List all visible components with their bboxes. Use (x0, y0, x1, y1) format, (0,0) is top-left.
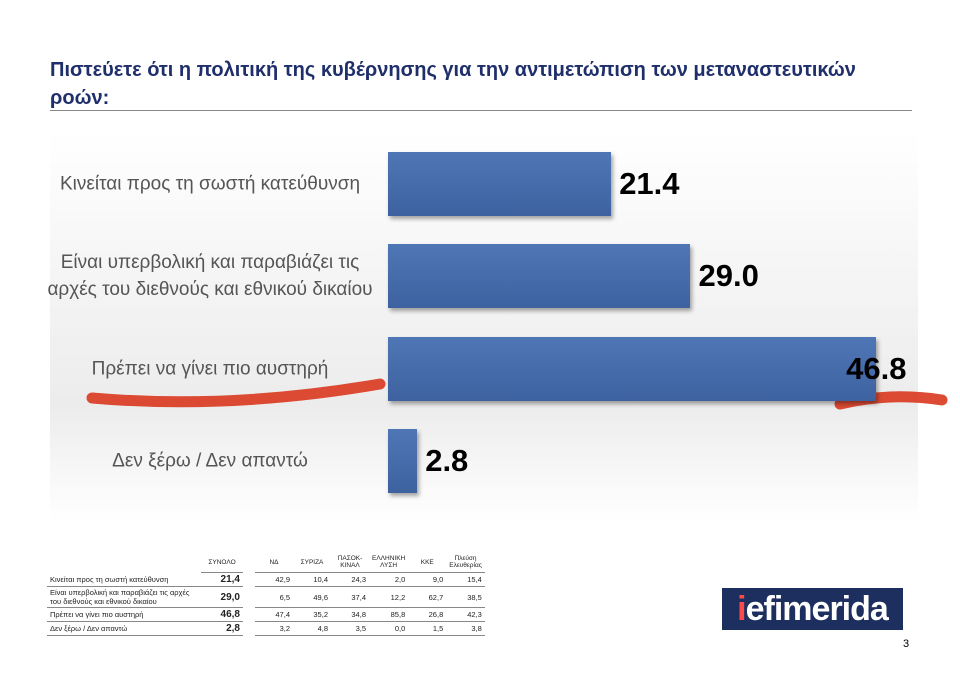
cell: 34,8 (331, 607, 369, 622)
header-blank (47, 552, 201, 573)
cell: 42,9 (255, 572, 293, 587)
column-header: ΚΚΕ (408, 552, 447, 573)
value-label: 2.8 (425, 442, 469, 478)
column-header: ΣΥΡΙΖΑ (293, 552, 331, 573)
spacer (243, 608, 255, 622)
cell: 9,0 (408, 572, 447, 587)
bar (388, 244, 691, 309)
divider (50, 110, 912, 111)
table-row: Κινείται προς τη σωστή κατεύθυνση 21,4 42,… (47, 572, 485, 587)
value-label: 21.4 (619, 166, 680, 201)
bar (388, 152, 612, 216)
category-label: Είναι υπερβολική και παραβιάζει τις αρχέ… (47, 252, 373, 301)
row-label: Πρέπει να γίνει πιο αυστηρή (47, 607, 201, 622)
cell: 4,8 (293, 621, 331, 636)
cell: 10,4 (293, 572, 331, 587)
column-header: ΕΛΛΗΝΙΚΗ ΛΥΣΗ (369, 552, 409, 573)
cell: 26,8 (408, 607, 447, 622)
category-label: Πρέπει να γίνει πιο αυστηρή (91, 358, 329, 380)
cell: 1,5 (408, 621, 447, 636)
cell: 12,2 (369, 586, 409, 608)
header-row: ΣΥΝΟΛΟ ΝΔ ΣΥΡΙΖΑ ΠΑΣΟΚ-ΚΙΝΑΛ ΕΛΛΗΝΙΚΗ ΛΥΣΗ ΚΚ… (47, 552, 485, 573)
column-header: Πλεύση Ελευθερίας (446, 552, 485, 573)
cell: 0,0 (369, 621, 409, 636)
cell: 37,4 (331, 586, 369, 608)
logo: iefimerida (722, 588, 903, 630)
category-label: Δεν ξέρω / Δεν απαντώ (112, 450, 308, 472)
page-number: 3 (903, 638, 910, 650)
spacer (243, 587, 255, 608)
spacer (243, 552, 255, 573)
logo-text: efimerida (745, 590, 889, 628)
highlight-stroke (834, 391, 948, 410)
spacer (243, 573, 255, 587)
value-label: 46.8 (846, 350, 907, 386)
bar (388, 336, 877, 401)
logo-i: i (737, 590, 747, 628)
column-header: ΣΥΝΟΛΟ (201, 552, 243, 573)
spacer (243, 622, 255, 636)
cell: 24,3 (331, 572, 369, 587)
cell: 3,5 (331, 621, 369, 636)
category-label: Κινείται προς τη σωστή κατεύθυνση (59, 173, 361, 195)
cell: 35,2 (293, 607, 331, 622)
cell: 38,5 (446, 586, 485, 608)
column-header: ΠΑΣΟΚ-ΚΙΝΑΛ (331, 552, 369, 573)
cell: 2,0 (369, 572, 409, 587)
cell: 3,2 (255, 621, 293, 636)
cell: 85,8 (369, 607, 409, 622)
row-label: Δεν ξέρω / Δεν απαντώ (47, 621, 201, 636)
cell: 6,5 (255, 586, 293, 608)
title: Πιστεύετε ότι η πολιτική της κυβέρνησης … (50, 59, 856, 109)
table-row: Δεν ξέρω / Δεν απαντώ 2,8 3,2 4,8 3,5 0,0 1,5 3… (47, 621, 485, 636)
value-label: 29.0 (698, 258, 759, 294)
cell: 3,8 (446, 621, 485, 636)
data-table: ΣΥΝΟΛΟ ΝΔ ΣΥΡΙΖΑ ΠΑΣΟΚ-ΚΙΝΑΛ ΕΛΛΗΝΙΚΗ ΛΥΣΗ ΚΚ… (47, 552, 485, 636)
cell: 46,8 (201, 607, 243, 622)
table-row: Πρέπει να γίνει πιο αυστηρή 46,8 47,4 35,2 3… (47, 607, 485, 622)
cell: 42,3 (446, 607, 485, 622)
highlight-stroke (86, 378, 386, 408)
bar (388, 428, 418, 493)
cell: 62,7 (408, 586, 447, 608)
cell: 47,4 (255, 607, 293, 622)
row-label: Είναι υπερβολική και παραβιάζει τις αρχέ… (47, 586, 201, 608)
cell: 2,8 (201, 621, 243, 636)
table-row: Είναι υπερβολική και παραβιάζει τις αρχέ… (47, 586, 485, 608)
cell: 15,4 (446, 572, 485, 587)
column-header: ΝΔ (255, 552, 293, 573)
cell: 49,6 (293, 586, 331, 608)
cell: 21,4 (201, 572, 243, 587)
row-label: Κινείται προς τη σωστή κατεύθυνση (47, 572, 201, 587)
cell: 29,0 (201, 586, 243, 608)
